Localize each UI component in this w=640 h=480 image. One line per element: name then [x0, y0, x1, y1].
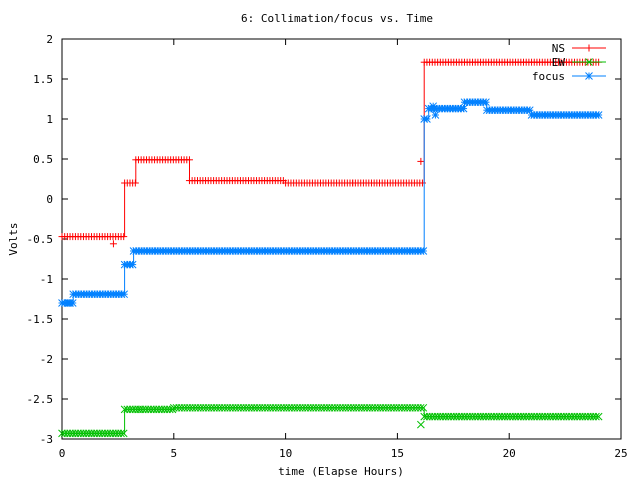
series-focus	[58, 98, 603, 307]
legend-marker	[585, 58, 593, 66]
x-tick-label: 10	[279, 447, 292, 460]
x-tick-label: 25	[614, 447, 627, 460]
data-point	[482, 98, 490, 107]
data-point	[419, 247, 428, 255]
data-point	[185, 156, 193, 164]
data-point-outlier	[429, 102, 438, 111]
data-point	[117, 429, 125, 438]
x-tick-label: 0	[59, 447, 66, 460]
series-line-ns	[62, 61, 599, 238]
data-point	[120, 233, 128, 241]
data-point-outlier	[109, 240, 117, 248]
data-point	[459, 104, 468, 113]
legend-marker	[585, 72, 593, 80]
data-point	[128, 260, 137, 269]
axis-ticks: 0 5 10 15 20 25 -3 -2.5 -2 -1.5 -1 -0.5 0 0.5 1 1.5 2	[27, 33, 628, 460]
chart-title: 6: Collimation/focus vs. Time	[241, 12, 433, 25]
legend-label: NS	[552, 42, 565, 55]
data-point	[120, 290, 129, 299]
y-tick-label: 0	[46, 193, 53, 206]
x-tick-label: 20	[503, 447, 516, 460]
data-point-outlier	[64, 299, 73, 307]
y-tick-label: -0.5	[27, 233, 54, 246]
y-tick-label: 1	[46, 113, 53, 126]
y-tick-label: 1.5	[33, 73, 53, 86]
plot-frame	[61, 38, 622, 440]
data-point	[594, 111, 603, 119]
data-point-outlier	[417, 157, 425, 165]
data-point	[119, 429, 128, 438]
y-axis-label: Volts	[7, 222, 20, 255]
y-tick-label: -3	[40, 433, 53, 446]
series-layer	[58, 58, 603, 438]
y-tick-label: 0.5	[33, 153, 53, 166]
series-ns	[58, 58, 603, 248]
data-point	[592, 412, 600, 421]
data-point	[594, 412, 603, 421]
y-tick-label: -2.5	[27, 393, 54, 406]
data-point	[165, 405, 174, 414]
data-point-outlier	[431, 111, 440, 119]
y-tick-label: -2	[40, 353, 53, 366]
data-point	[416, 403, 425, 412]
y-tick-label: 2	[46, 33, 53, 46]
x-axis-label: time (Elapse Hours)	[278, 465, 404, 478]
y-tick-label: -1.5	[27, 313, 54, 326]
legend-label: EW	[552, 56, 566, 69]
data-point	[423, 115, 431, 123]
x-tick-label: 5	[170, 447, 177, 460]
y-tick-label: -1	[40, 273, 53, 286]
legend-marker	[585, 44, 593, 52]
data-point	[418, 179, 426, 187]
series-line-focus	[62, 101, 599, 304]
data-point-outlier	[417, 420, 425, 429]
series-ew	[58, 403, 603, 438]
data-point	[131, 179, 139, 187]
x-tick-label: 15	[391, 447, 404, 460]
data-point	[419, 403, 428, 412]
legend-label: focus	[532, 70, 565, 83]
